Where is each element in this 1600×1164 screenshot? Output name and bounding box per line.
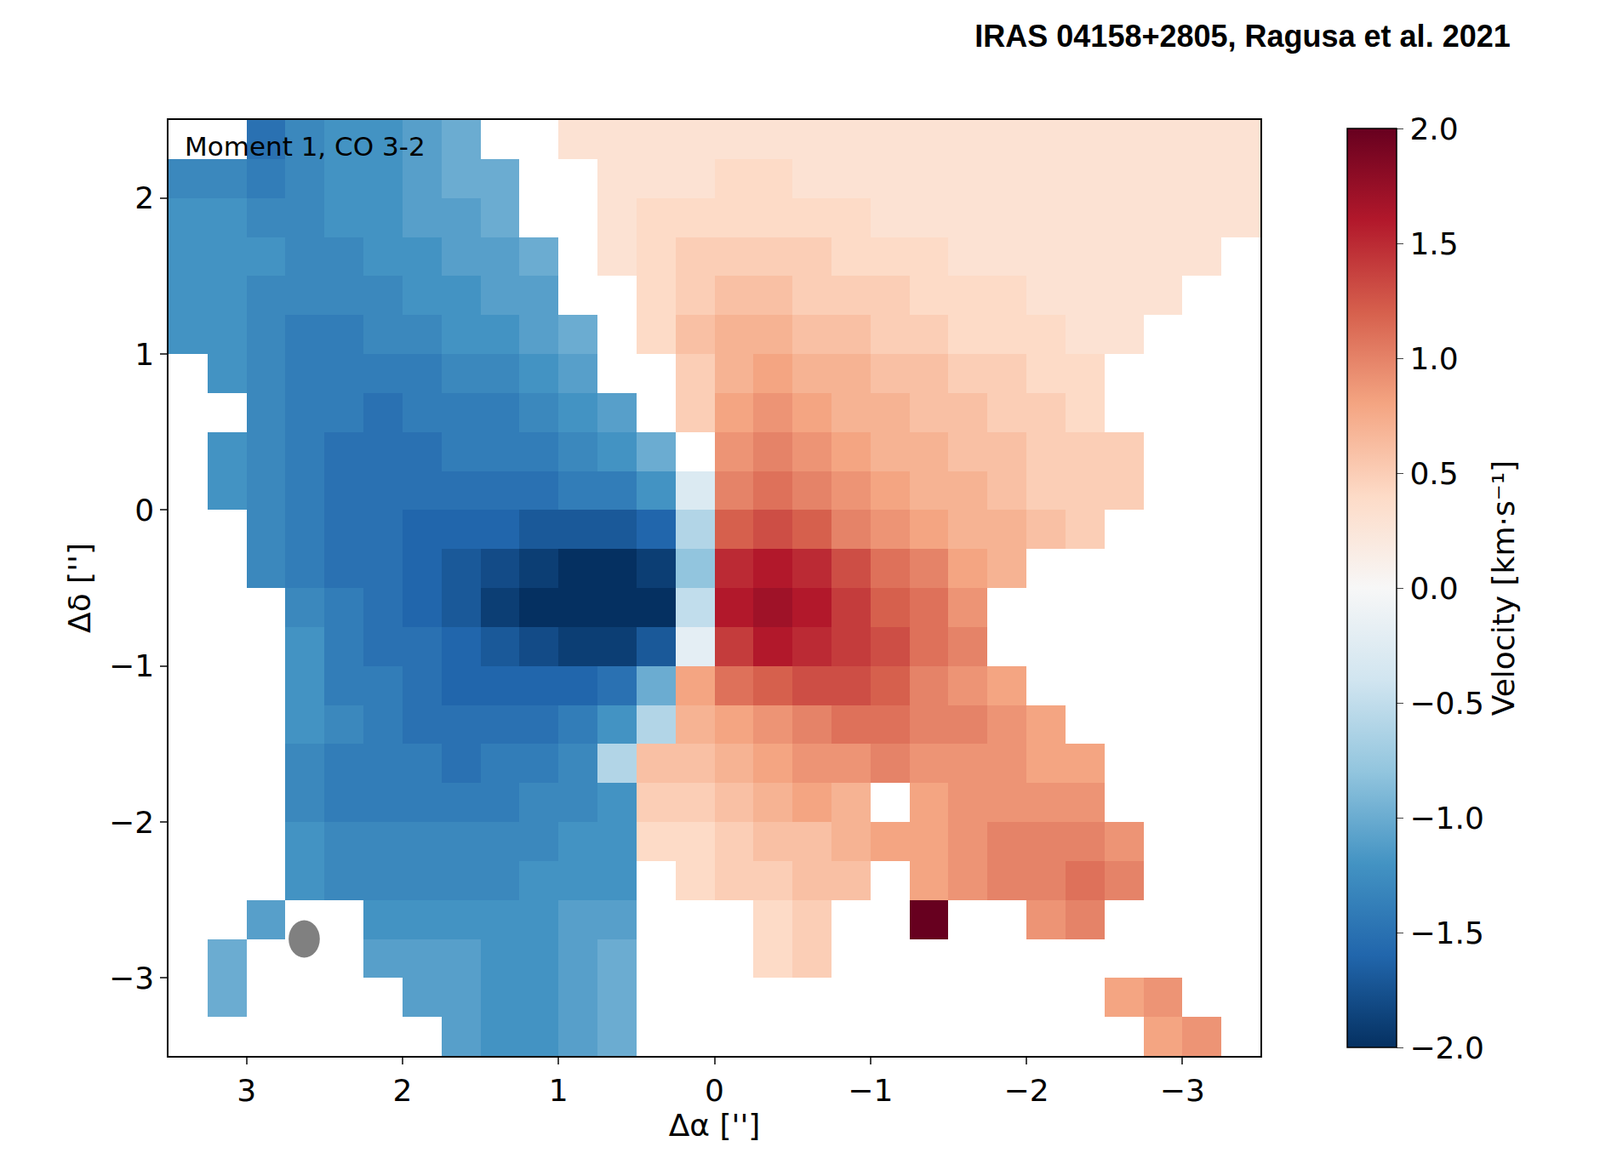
svg-text:2: 2: [134, 180, 155, 216]
svg-text:1: 1: [548, 1073, 569, 1109]
svg-text:2.0: 2.0: [1409, 111, 1458, 147]
svg-text:1.0: 1.0: [1409, 341, 1458, 377]
svg-text:−3: −3: [1160, 1073, 1206, 1109]
svg-text:−3: −3: [108, 960, 155, 996]
svg-text:−2.0: −2.0: [1409, 1030, 1484, 1066]
svg-text:−1: −1: [847, 1073, 893, 1109]
svg-text:2: 2: [392, 1073, 412, 1109]
svg-text:−1: −1: [108, 648, 155, 684]
svg-text:3: 3: [236, 1073, 257, 1109]
svg-text:IRAS 04158+2805, Ragusa et al.: IRAS 04158+2805, Ragusa et al. 2021: [974, 18, 1510, 54]
svg-text:0.5: 0.5: [1409, 456, 1458, 492]
svg-text:−0.5: −0.5: [1409, 685, 1484, 721]
svg-text:Δδ ['']: Δδ ['']: [62, 542, 98, 634]
svg-text:1: 1: [134, 337, 155, 372]
svg-text:−1.5: −1.5: [1409, 915, 1484, 951]
svg-text:−2: −2: [1004, 1073, 1050, 1109]
svg-text:Velocity [km·s⁻¹]: Velocity [km·s⁻¹]: [1485, 460, 1521, 716]
svg-text:0: 0: [134, 492, 155, 528]
svg-text:Moment 1, CO 3-2: Moment 1, CO 3-2: [184, 131, 426, 162]
svg-text:0.0: 0.0: [1409, 571, 1458, 606]
svg-text:−1.0: −1.0: [1409, 800, 1484, 836]
svg-text:0: 0: [704, 1073, 725, 1109]
svg-text:Δα ['']: Δα ['']: [668, 1108, 761, 1143]
svg-text:−2: −2: [108, 805, 155, 840]
svg-text:1.5: 1.5: [1409, 226, 1458, 262]
